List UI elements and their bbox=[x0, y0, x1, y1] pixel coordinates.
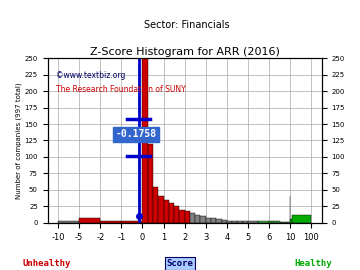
Bar bbox=[272, 221, 274, 223]
Text: Score: Score bbox=[167, 259, 193, 268]
Text: -0.1758: -0.1758 bbox=[116, 129, 157, 139]
Bar bbox=[195, 215, 201, 223]
Bar bbox=[100, 221, 121, 223]
Y-axis label: Number of companies (997 total): Number of companies (997 total) bbox=[15, 82, 22, 199]
Bar bbox=[232, 221, 237, 223]
Bar bbox=[277, 221, 280, 223]
Bar bbox=[143, 58, 148, 223]
Bar bbox=[227, 221, 232, 223]
Bar bbox=[211, 218, 216, 223]
Bar bbox=[206, 218, 211, 223]
Text: Sector: Financials: Sector: Financials bbox=[144, 20, 230, 30]
Bar bbox=[248, 221, 258, 223]
Bar bbox=[174, 206, 179, 223]
Text: ©www.textbiz.org: ©www.textbiz.org bbox=[56, 71, 125, 80]
Text: The Research Foundation of SUNY: The Research Foundation of SUNY bbox=[56, 85, 185, 93]
Bar bbox=[190, 213, 195, 223]
Bar bbox=[285, 222, 288, 223]
Bar bbox=[274, 221, 277, 223]
Bar bbox=[292, 215, 311, 223]
Bar bbox=[148, 144, 153, 223]
Bar bbox=[288, 222, 290, 223]
Bar bbox=[291, 220, 292, 223]
Title: Z-Score Histogram for ARR (2016): Z-Score Histogram for ARR (2016) bbox=[90, 48, 280, 58]
Bar bbox=[269, 221, 272, 223]
Bar bbox=[216, 220, 221, 223]
Bar bbox=[258, 221, 269, 223]
Bar bbox=[179, 210, 185, 223]
Bar bbox=[58, 221, 79, 223]
Bar bbox=[185, 211, 190, 223]
Bar bbox=[282, 222, 285, 223]
Bar bbox=[153, 187, 158, 223]
Bar bbox=[201, 216, 206, 223]
Text: Unhealthy: Unhealthy bbox=[23, 259, 71, 268]
Bar bbox=[158, 197, 163, 223]
Bar bbox=[280, 222, 282, 223]
Bar bbox=[79, 218, 100, 223]
Text: Healthy: Healthy bbox=[294, 259, 332, 268]
Bar bbox=[121, 221, 143, 223]
Bar bbox=[169, 203, 174, 223]
Bar bbox=[221, 220, 227, 223]
Bar bbox=[243, 221, 248, 223]
Bar bbox=[237, 221, 243, 223]
Bar bbox=[163, 200, 169, 223]
